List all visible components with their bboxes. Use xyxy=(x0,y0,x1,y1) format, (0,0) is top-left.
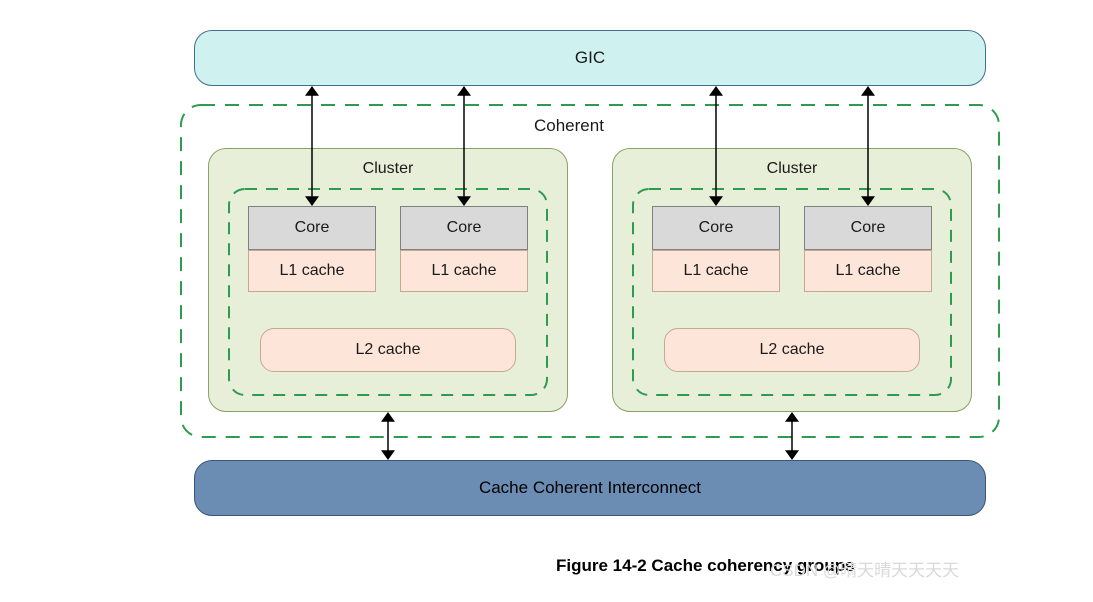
cluster-b-l1-2: L1 cache xyxy=(804,250,932,292)
cluster-b-core-2: Core xyxy=(804,206,932,250)
cluster-b-l2: L2 cache xyxy=(664,328,920,372)
cluster-a-l1-1-label: L1 cache xyxy=(280,262,345,280)
cluster-b-l2-label: L2 cache xyxy=(760,341,825,359)
cluster-a-l2: L2 cache xyxy=(260,328,516,372)
cluster-a-core-2: Core xyxy=(400,206,528,250)
watermark-text: CSDN @晴天晴天天天天 xyxy=(770,556,959,581)
interconnect-box: Cache Coherent Interconnect xyxy=(194,460,986,516)
arrow-gic-core-3 xyxy=(708,86,724,206)
cluster-a-core-1: Core xyxy=(248,206,376,250)
cluster-b-l1-1-label: L1 cache xyxy=(684,262,749,280)
arrow-gic-core-2 xyxy=(456,86,472,206)
cluster-a-core-2-label: Core xyxy=(447,219,482,237)
cluster-a-core-1-label: Core xyxy=(295,219,330,237)
arrow-cluster-interconnect-1 xyxy=(380,412,396,460)
cluster-b-core-2-label: Core xyxy=(851,219,886,237)
gic-label: GIC xyxy=(575,48,605,68)
cluster-b-l1-1: L1 cache xyxy=(652,250,780,292)
gic-box: GIC xyxy=(194,30,986,86)
cluster-b-core-1-label: Core xyxy=(699,219,734,237)
arrow-cluster-interconnect-2 xyxy=(784,412,800,460)
cluster-a-l1-2-label: L1 cache xyxy=(432,262,497,280)
cluster-a-label: Cluster xyxy=(208,160,568,178)
cluster-a-l2-label: L2 cache xyxy=(356,341,421,359)
arrow-gic-core-1 xyxy=(304,86,320,206)
coherent-label: Coherent xyxy=(534,116,604,136)
cluster-b-core-1: Core xyxy=(652,206,780,250)
cluster-a-l1-2: L1 cache xyxy=(400,250,528,292)
arrow-gic-core-4 xyxy=(860,86,876,206)
cluster-a-l1-1: L1 cache xyxy=(248,250,376,292)
cluster-b-l1-2-label: L1 cache xyxy=(836,262,901,280)
interconnect-label: Cache Coherent Interconnect xyxy=(479,478,701,498)
diagram-stage: GIC Coherent Cluster Core Core L1 cache L1 cac… xyxy=(0,0,1093,602)
cluster-b-label: Cluster xyxy=(612,160,972,178)
